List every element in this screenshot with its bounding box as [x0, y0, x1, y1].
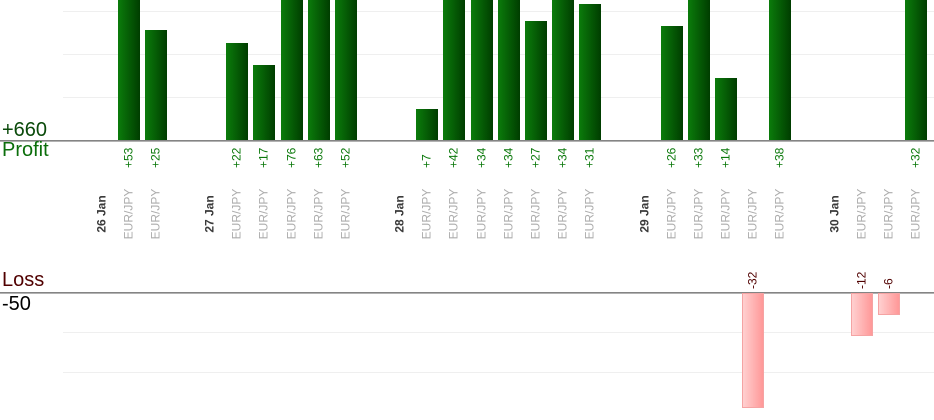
bar-value-label: +31 [582, 147, 597, 168]
bar-value-label: +53 [121, 147, 136, 168]
symbol-label: EUR/JPY [664, 188, 679, 240]
profit-bar [660, 25, 683, 140]
profit-bar [226, 43, 249, 140]
profit-bar [443, 0, 466, 140]
profit-bar [497, 0, 520, 140]
symbol-label: EUR/JPY [311, 188, 326, 240]
symbol-label: EUR/JPY [446, 188, 461, 240]
loss-axis-line [0, 292, 934, 294]
bar-value-label: +34 [555, 147, 570, 168]
profit-axis-label: Profit [2, 139, 49, 161]
bar-value-label: +76 [284, 147, 299, 168]
profit-bar [524, 21, 547, 140]
symbol-label: EUR/JPY [854, 188, 869, 240]
profit-bar [334, 0, 357, 140]
bar-value-label: +38 [772, 147, 787, 168]
symbol-label: EUR/JPY [256, 188, 271, 240]
loss-bar [850, 293, 873, 337]
symbol-label: EUR/JPY [528, 188, 543, 240]
symbol-label: EUR/JPY [121, 188, 136, 240]
gridline [63, 332, 934, 333]
symbol-label: EUR/JPY [582, 188, 597, 240]
loss-bar [742, 293, 765, 409]
bar-value-label: +32 [908, 147, 923, 168]
bar-value-label: +14 [718, 147, 733, 168]
symbol-label: EUR/JPY [772, 188, 787, 240]
profit-bar [144, 30, 167, 140]
profit-axis-line [0, 140, 934, 142]
symbol-label: EUR/JPY [691, 188, 706, 240]
bar-value-label: +34 [501, 147, 516, 168]
bar-value-label: -6 [881, 278, 896, 289]
profit-bar [769, 0, 792, 140]
symbol-label: EUR/JPY [555, 188, 570, 240]
profit-bar [687, 0, 710, 140]
symbol-label: EUR/JPY [745, 188, 760, 240]
profit-bar [280, 0, 303, 140]
bar-value-label: +27 [528, 147, 543, 168]
bar-value-label: +17 [256, 147, 271, 168]
symbol-label: EUR/JPY [718, 188, 733, 240]
profit-bar [905, 0, 927, 140]
bar-value-label: +25 [148, 147, 163, 168]
profit-bar [579, 3, 602, 140]
profit-total-label: +660 [2, 119, 48, 141]
date-label: 27 Jan [202, 195, 217, 233]
gridline [63, 372, 934, 373]
loss-total-label: -50 [2, 293, 31, 315]
bar-value-label: +63 [311, 147, 326, 168]
symbol-label: EUR/JPY [338, 188, 353, 240]
symbol-label: EUR/JPY [908, 188, 923, 240]
profit-bar [714, 78, 737, 140]
symbol-label: EUR/JPY [148, 188, 163, 240]
profit-bar [117, 0, 140, 140]
bar-value-label: -12 [854, 271, 869, 289]
profit-bar [307, 0, 330, 140]
date-label: 29 Jan [637, 195, 651, 233]
bar-value-label: +33 [691, 147, 706, 168]
symbol-label: EUR/JPY [229, 188, 244, 240]
profit-bar [253, 65, 276, 140]
loss-axis-label: Loss [2, 269, 45, 291]
symbol-label: EUR/JPY [881, 188, 896, 240]
date-label: 28 Jan [392, 195, 407, 233]
symbol-label: EUR/JPY [474, 188, 489, 240]
profit-bar [552, 0, 575, 140]
symbol-label: EUR/JPY [419, 188, 434, 240]
profit-bar [416, 109, 439, 140]
bar-value-label: +52 [338, 147, 353, 168]
loss-bar [877, 293, 900, 315]
bar-value-label: +7 [419, 154, 434, 168]
bar-value-label: -32 [745, 271, 760, 289]
bar-value-label: +42 [446, 147, 461, 168]
date-label: 30 Jan [827, 195, 842, 233]
symbol-label: EUR/JPY [501, 188, 516, 240]
bar-value-label: +22 [229, 147, 244, 168]
symbol-label: EUR/JPY [284, 188, 299, 240]
bar-value-label: +26 [664, 147, 679, 168]
profit-bar [470, 0, 493, 140]
bar-value-label: +34 [474, 147, 489, 168]
date-label: 26 Jan [94, 195, 108, 233]
